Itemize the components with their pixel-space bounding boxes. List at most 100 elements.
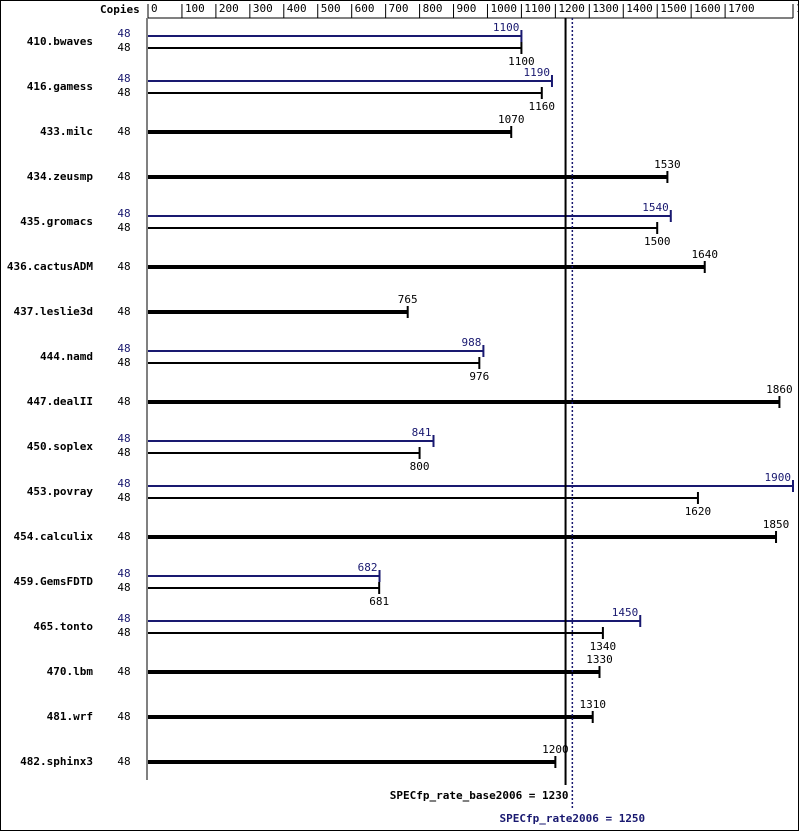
value-label: 1640	[691, 248, 718, 261]
value-label: 1100	[508, 55, 535, 68]
value-label: 800	[410, 460, 430, 473]
bar	[148, 227, 658, 229]
bar	[148, 452, 420, 454]
x-tick-label: 700	[389, 2, 409, 15]
copies-label: 48	[117, 356, 130, 369]
bar	[148, 265, 705, 269]
x-tick-label: 1700	[728, 2, 755, 15]
bar	[148, 760, 556, 764]
bar	[148, 400, 780, 404]
value-label: 681	[369, 595, 389, 608]
copies-label: 48	[117, 665, 130, 678]
copies-label: 48	[117, 530, 130, 543]
bar	[148, 715, 593, 719]
copies-label: 48	[117, 581, 130, 594]
category-label: 450.soplex	[27, 440, 94, 453]
x-tick-label: 1600	[694, 2, 721, 15]
bar	[148, 35, 522, 37]
bar	[148, 310, 408, 314]
value-label: 1310	[579, 698, 606, 711]
x-tick-label: 1200	[558, 2, 585, 15]
copies-label: 48	[117, 755, 130, 768]
reference-label: SPECfp_rate2006 = 1250	[499, 812, 645, 825]
copies-label: 48	[117, 477, 130, 490]
bar	[148, 587, 380, 589]
x-tick-label: 200	[219, 2, 239, 15]
category-label: 410.bwaves	[27, 35, 93, 48]
bar	[148, 350, 484, 352]
category-label: 459.GemsFDTD	[14, 575, 94, 588]
x-tick-label: 600	[355, 2, 375, 15]
value-label: 765	[398, 293, 418, 306]
copies-label: 48	[117, 342, 130, 355]
copies-label: 48	[117, 612, 130, 625]
bar	[148, 485, 793, 487]
value-label: 976	[469, 370, 489, 383]
category-label: 444.namd	[40, 350, 93, 363]
value-label: 1530	[654, 158, 681, 171]
x-tick-label: 1300	[592, 2, 619, 15]
bar	[148, 47, 522, 49]
category-label: 437.leslie3d	[14, 305, 93, 318]
value-label: 988	[462, 336, 482, 349]
value-label: 1070	[498, 113, 525, 126]
value-label: 1620	[685, 505, 712, 518]
copies-label: 48	[117, 305, 130, 318]
value-label: 1160	[529, 100, 556, 113]
x-tick-label: 300	[253, 2, 273, 15]
category-label: 465.tonto	[33, 620, 93, 633]
category-label: 436.cactusADM	[7, 260, 93, 273]
copies-label: 48	[117, 710, 130, 723]
copies-label: 48	[117, 27, 130, 40]
x-tick-label: 1900	[796, 2, 799, 15]
x-tick-label: 1000	[490, 2, 517, 15]
copies-label: 48	[117, 432, 130, 445]
value-label: 1540	[642, 201, 669, 214]
x-tick-label: 400	[287, 2, 307, 15]
copies-label: 48	[117, 567, 130, 580]
copies-label: 48	[117, 260, 130, 273]
copies-label: 48	[117, 221, 130, 234]
bar	[148, 362, 480, 364]
value-label: 682	[358, 561, 378, 574]
value-label: 1860	[766, 383, 793, 396]
copies-label: 48	[117, 626, 130, 639]
category-label: 416.gamess	[27, 80, 93, 93]
x-tick-label: 500	[321, 2, 341, 15]
copies-label: 48	[117, 125, 130, 138]
x-tick-label: 100	[185, 2, 205, 15]
x-tick-label: 1400	[626, 2, 653, 15]
category-label: 482.sphinx3	[20, 755, 93, 768]
bar	[148, 440, 434, 442]
category-label: 453.povray	[27, 485, 94, 498]
value-label: 1100	[493, 21, 520, 34]
bar	[148, 130, 512, 134]
bar	[148, 92, 542, 94]
value-label: 1340	[590, 640, 617, 653]
copies-label: 48	[117, 86, 130, 99]
category-label: 433.milc	[40, 125, 93, 138]
bar	[148, 670, 600, 674]
copies-header: Copies	[100, 3, 140, 16]
bar	[148, 175, 668, 179]
bar	[148, 620, 641, 622]
bar	[148, 215, 671, 217]
value-label: 1190	[523, 66, 550, 79]
bar	[148, 80, 552, 82]
bar	[148, 632, 603, 634]
x-tick-label: 900	[457, 2, 477, 15]
value-label: 1900	[765, 471, 792, 484]
category-label: 434.zeusmp	[27, 170, 94, 183]
bar	[148, 497, 698, 499]
value-label: 1450	[612, 606, 639, 619]
category-label: 447.dealII	[27, 395, 93, 408]
bar	[148, 535, 777, 539]
category-label: 481.wrf	[47, 710, 93, 723]
x-tick-label: 0	[151, 2, 158, 15]
value-label: 1500	[644, 235, 671, 248]
category-label: 454.calculix	[14, 530, 94, 543]
x-tick-label: 1100	[524, 2, 551, 15]
copies-label: 48	[117, 446, 130, 459]
